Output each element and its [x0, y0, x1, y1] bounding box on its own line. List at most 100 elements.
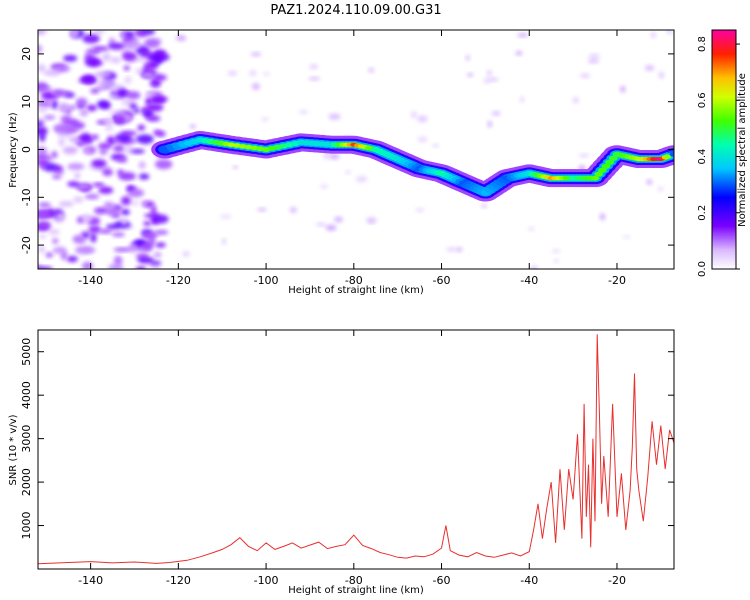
noise-blob	[62, 146, 78, 155]
noise-blob	[105, 224, 121, 230]
noise-blob	[140, 51, 154, 57]
noise-blob	[154, 159, 173, 170]
noise-blob	[43, 115, 56, 120]
noise-blob	[308, 77, 321, 81]
noise-blob	[325, 224, 337, 231]
noise-blob	[117, 156, 128, 163]
figure-title: PAZ1.2024.110.09.00.G31	[270, 3, 441, 18]
noise-blob	[69, 30, 79, 39]
noise-blob	[99, 148, 108, 156]
noise-blob	[67, 162, 85, 171]
y-tick-label: 5000	[20, 338, 33, 366]
noise-blob	[117, 169, 124, 176]
noise-blob	[262, 72, 271, 76]
x-tick-label: -120	[166, 274, 191, 287]
noise-blob	[40, 162, 47, 170]
noise-blob	[123, 65, 130, 71]
noise-blob	[58, 138, 65, 147]
noise-blob	[98, 79, 114, 88]
noise-blob	[52, 174, 62, 180]
noise-blob	[151, 214, 169, 224]
noise-blob	[578, 153, 590, 158]
noise-blob	[48, 228, 60, 236]
noise-blob	[38, 266, 53, 269]
noise-blob	[38, 126, 48, 136]
noise-blob	[127, 243, 139, 253]
noise-blob	[257, 207, 267, 212]
noise-blob	[587, 58, 600, 64]
noise-blob	[93, 46, 110, 52]
signal-peak	[606, 160, 614, 165]
noise-blob	[465, 54, 470, 61]
noise-blob	[109, 56, 122, 64]
x-tick-label: -140	[78, 274, 103, 287]
noise-blob	[91, 159, 107, 168]
noise-blob	[67, 181, 80, 187]
noise-blob	[55, 212, 66, 221]
signal-peak	[227, 142, 235, 147]
noise-blob	[53, 90, 72, 97]
noise-blob	[86, 104, 98, 112]
noise-blob	[481, 203, 488, 208]
spectrogram-y-label: Frequency (Hz)	[8, 112, 19, 188]
colorbar-tick-label: 0.4	[697, 149, 708, 165]
y-tick-label: 3000	[20, 425, 33, 453]
noise-blob	[227, 70, 238, 76]
noise-blob	[432, 143, 439, 148]
noise-blob	[69, 105, 77, 110]
noise-blob	[57, 102, 70, 113]
x-tick-label: -20	[608, 574, 626, 587]
noise-blob	[249, 69, 257, 77]
noise-blob	[553, 259, 559, 263]
y-tick-label: 4000	[20, 381, 33, 409]
noise-blob	[38, 154, 53, 161]
noise-blob	[572, 97, 579, 104]
signal-peak	[591, 176, 599, 181]
noise-blob	[113, 247, 131, 252]
noise-blob	[108, 263, 124, 269]
noise-blob	[45, 252, 54, 258]
noise-blob	[38, 121, 44, 127]
noise-blob	[108, 110, 126, 115]
noise-blob	[92, 182, 105, 187]
noise-blob	[51, 151, 58, 159]
noise-blob	[93, 207, 110, 214]
noise-blob	[79, 132, 92, 143]
snr-frame	[37, 329, 675, 570]
noise-blob	[90, 88, 100, 94]
noise-blob	[149, 60, 159, 69]
signal-peak	[256, 146, 264, 151]
signal-peak	[233, 143, 241, 148]
noise-blob	[141, 200, 149, 207]
y-tick-label: -10	[20, 188, 33, 206]
signal-track	[151, 130, 674, 202]
noise-blob	[143, 221, 152, 226]
noise-blob	[150, 205, 157, 216]
noise-blob	[38, 99, 53, 108]
noise-blob	[126, 91, 141, 100]
colorbar-tick-label: 0.8	[697, 36, 708, 52]
noise-blob	[38, 245, 45, 254]
noise-blob	[530, 265, 538, 269]
y-tick-label: 1000	[20, 512, 33, 540]
noise-blob	[93, 30, 105, 35]
noise-blob	[623, 235, 630, 239]
noise-blob	[38, 44, 43, 54]
noise-blob	[155, 242, 166, 248]
noise-blob	[146, 103, 164, 112]
noise-blob	[38, 209, 51, 219]
noise-blob	[120, 216, 128, 226]
noise-blob	[149, 266, 161, 269]
noise-blob	[82, 34, 100, 44]
noise-blob	[150, 95, 166, 105]
noise-blob	[142, 240, 154, 251]
signal-peak	[598, 168, 606, 173]
colorbar-tick-label: 0.6	[697, 92, 708, 108]
noise-blob	[98, 229, 113, 234]
noise-blob	[588, 53, 600, 59]
noise-blob	[75, 97, 88, 108]
noise-blob	[141, 231, 158, 240]
noise-blob	[220, 214, 232, 219]
noise-blob	[72, 234, 85, 244]
noise-blob	[658, 186, 664, 192]
